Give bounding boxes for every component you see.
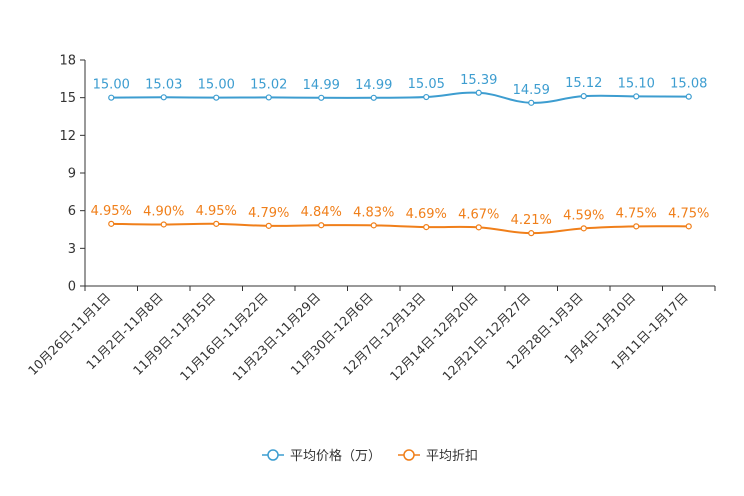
data-label: 4.95% xyxy=(91,204,132,219)
data-point xyxy=(108,94,115,101)
legend: 平均价格（万） 平均折扣 xyxy=(262,448,478,464)
data-label: 15.10 xyxy=(618,76,655,91)
data-label: 15.05 xyxy=(408,77,445,92)
data-point xyxy=(423,93,430,101)
data-label: 4.84% xyxy=(301,205,342,220)
data-point xyxy=(580,225,587,232)
data-label: 15.39 xyxy=(460,73,497,88)
y-tick-label: 18 xyxy=(59,54,76,69)
data-label: 4.79% xyxy=(248,206,289,221)
series-line xyxy=(111,222,689,235)
data-point xyxy=(318,222,325,229)
y-tick-label: 12 xyxy=(59,129,76,144)
series-layer: 15.00 15.03 15.00 15.02 14.99 14.99 15.05 15.39… xyxy=(91,73,709,237)
data-point xyxy=(370,94,377,101)
data-label: 4.21% xyxy=(511,213,552,228)
x-category-label: 11月16日-11月22日 xyxy=(177,290,271,384)
data-label: 14.99 xyxy=(303,78,340,93)
data-point xyxy=(475,89,482,96)
data-point xyxy=(475,224,482,231)
data-point xyxy=(580,93,587,100)
data-label: 15.08 xyxy=(670,77,707,92)
data-label: 15.02 xyxy=(250,77,287,92)
data-point xyxy=(318,94,325,101)
data-point xyxy=(160,221,167,228)
x-axis: 10月26日-11月1日11月2日-11月8日11月9日-11月15日11月16… xyxy=(25,285,716,384)
y-axis: 0 3 6 9 12 15 18 xyxy=(59,54,86,295)
data-label: 15.03 xyxy=(145,77,182,92)
legend-marker xyxy=(267,449,279,461)
data-label: 15.12 xyxy=(565,76,602,91)
data-point xyxy=(265,94,272,101)
x-category-label: 12月14日-12月20日 xyxy=(387,290,481,384)
legend-label: 平均折扣 xyxy=(426,449,478,464)
data-label: 4.95% xyxy=(196,204,237,219)
legend-marker xyxy=(403,449,415,461)
data-label: 14.59 xyxy=(513,83,550,98)
legend-item-2: 平均折扣 xyxy=(398,449,478,464)
data-point xyxy=(528,99,535,106)
data-label: 15.00 xyxy=(198,78,235,93)
data-label: 4.69% xyxy=(406,207,447,222)
data-label: 4.59% xyxy=(563,208,604,223)
data-point xyxy=(633,93,640,100)
data-label: 15.00 xyxy=(93,78,130,93)
legend-item-1: 平均价格（万） xyxy=(262,448,381,464)
data-point xyxy=(528,230,535,237)
data-label: 4.90% xyxy=(143,204,184,219)
series-line xyxy=(111,91,689,104)
y-tick-label: 0 xyxy=(68,280,76,295)
data-label: 14.99 xyxy=(355,78,392,93)
y-tick-label: 3 xyxy=(68,242,76,257)
data-point xyxy=(423,224,430,231)
data-point xyxy=(633,223,640,230)
x-category-label: 12月21日-12月27日 xyxy=(439,290,533,384)
data-label: 4.83% xyxy=(353,205,394,220)
y-tick-label: 9 xyxy=(68,167,76,182)
data-point xyxy=(213,94,220,101)
x-category-label: 11月23日-11月29日 xyxy=(229,290,323,384)
data-point xyxy=(370,222,377,229)
data-label: 4.67% xyxy=(458,207,499,222)
data-point xyxy=(213,220,220,227)
data-point xyxy=(685,223,692,230)
y-tick-label: 15 xyxy=(59,91,76,106)
data-point xyxy=(265,222,272,229)
legend-label: 平均价格（万） xyxy=(290,448,381,464)
series-2: 4.95% 4.90% 4.95% 4.79% 4.84% 4.83% 4.69% 4.67%… xyxy=(91,204,709,237)
data-point xyxy=(685,93,692,100)
series-1: 15.00 15.03 15.00 15.02 14.99 14.99 15.05 15.39… xyxy=(93,73,707,106)
data-label: 4.75% xyxy=(616,206,657,221)
y-tick-label: 6 xyxy=(68,204,76,219)
data-point xyxy=(108,220,115,227)
data-point xyxy=(160,94,167,101)
data-label: 4.75% xyxy=(668,206,709,221)
